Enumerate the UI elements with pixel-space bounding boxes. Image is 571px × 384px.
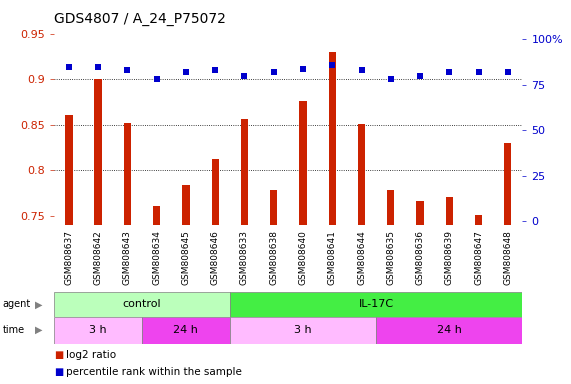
Bar (387, 190, 395, 384)
Text: ■: ■ (54, 350, 63, 360)
Text: GSM808643: GSM808643 (123, 230, 132, 285)
Text: percentile rank within the sample: percentile rank within the sample (66, 367, 242, 377)
Text: GSM808633: GSM808633 (240, 230, 249, 285)
Bar (270, 190, 278, 384)
Text: GSM808647: GSM808647 (474, 230, 483, 285)
Point (357, 67, 366, 73)
Text: GSM808645: GSM808645 (182, 230, 191, 285)
Text: GSM808638: GSM808638 (269, 230, 278, 285)
Text: IL-17C: IL-17C (359, 299, 394, 310)
Point (445, 69, 454, 75)
Bar (230, 292, 522, 317)
Point (123, 67, 132, 73)
Bar (328, 52, 336, 384)
Text: 3 h: 3 h (89, 325, 107, 335)
Bar (94, 79, 102, 384)
Point (65, 64, 74, 70)
Bar (54, 317, 142, 344)
Point (211, 67, 220, 73)
Point (94, 64, 103, 70)
Point (240, 73, 249, 79)
Text: time: time (3, 325, 25, 335)
Point (416, 73, 425, 79)
Text: 3 h: 3 h (294, 325, 312, 335)
Text: control: control (123, 299, 162, 310)
Point (474, 69, 483, 75)
Text: 24 h: 24 h (437, 325, 462, 335)
Point (503, 69, 512, 75)
Text: GSM808634: GSM808634 (152, 230, 161, 285)
Bar (504, 143, 512, 384)
Bar (211, 159, 219, 384)
Bar (54, 292, 230, 317)
Text: GSM808648: GSM808648 (503, 230, 512, 285)
Text: ▶: ▶ (35, 299, 43, 310)
Bar (65, 115, 73, 384)
Point (152, 76, 161, 83)
Text: log2 ratio: log2 ratio (66, 350, 116, 360)
Text: ■: ■ (54, 367, 63, 377)
Text: GSM808635: GSM808635 (386, 230, 395, 285)
Text: 24 h: 24 h (174, 325, 198, 335)
Bar (445, 197, 453, 384)
Text: GDS4807 / A_24_P75072: GDS4807 / A_24_P75072 (54, 12, 226, 25)
Text: GSM808640: GSM808640 (299, 230, 308, 285)
Bar (182, 185, 190, 384)
Bar (153, 207, 160, 384)
Bar (299, 101, 307, 384)
Text: GSM808636: GSM808636 (416, 230, 425, 285)
Bar (358, 124, 365, 384)
Text: agent: agent (3, 299, 31, 310)
Bar (376, 317, 522, 344)
Point (328, 62, 337, 68)
Point (386, 76, 395, 83)
Point (269, 69, 278, 75)
Text: ▶: ▶ (35, 325, 43, 335)
Text: GSM808642: GSM808642 (94, 230, 103, 285)
Bar (241, 119, 248, 384)
Point (299, 65, 308, 71)
Text: GSM808639: GSM808639 (445, 230, 454, 285)
Bar (230, 317, 376, 344)
Bar (416, 201, 424, 384)
Text: GSM808637: GSM808637 (65, 230, 74, 285)
Bar (124, 123, 131, 384)
Text: GSM808641: GSM808641 (328, 230, 337, 285)
Text: GSM808644: GSM808644 (357, 230, 366, 285)
Text: GSM808646: GSM808646 (211, 230, 220, 285)
Point (182, 69, 191, 75)
Bar (142, 317, 230, 344)
Bar (475, 215, 482, 384)
